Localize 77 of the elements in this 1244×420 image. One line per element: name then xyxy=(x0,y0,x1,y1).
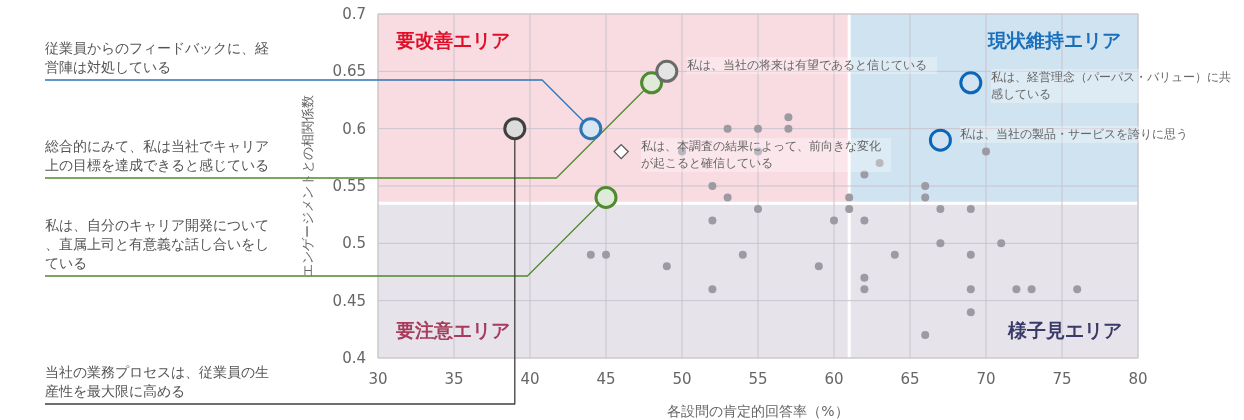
point xyxy=(814,262,823,271)
annotation: 総合的にみて、私は当社でキャリア上の目標を達成できると感じている xyxy=(44,138,269,173)
point xyxy=(959,71,983,95)
point xyxy=(830,216,838,225)
point xyxy=(1073,285,1082,294)
point xyxy=(890,250,899,259)
x-tick-label: 55 xyxy=(748,370,768,388)
x-tick-label: 65 xyxy=(900,370,920,388)
annotation: 従業員からのフィードバックに、経営陣は対処している xyxy=(45,40,269,75)
annotation: 当社の業務プロセスは、従業員の生産性を最大限に高める xyxy=(45,364,269,399)
x-tick-label: 45 xyxy=(596,370,616,388)
x-tick-label: 60 xyxy=(824,370,844,388)
point xyxy=(754,204,762,213)
annotation: 私は、当社の将来は有望であると信じている xyxy=(686,57,937,75)
annotation: 様子見エリア xyxy=(1008,318,1122,343)
point xyxy=(1027,285,1036,294)
point xyxy=(845,193,854,202)
x-tick-label: 35 xyxy=(444,370,464,388)
point xyxy=(936,204,945,213)
point xyxy=(860,170,869,179)
point xyxy=(586,250,595,259)
x-axis-title: 各設問の肯定的回答率（%） xyxy=(667,403,849,419)
x-tick-label: 75 xyxy=(1052,370,1072,388)
x-tick-label: 70 xyxy=(976,370,996,388)
point xyxy=(966,308,975,317)
point xyxy=(594,185,618,209)
point xyxy=(966,250,975,259)
point xyxy=(928,128,952,152)
y-tick-label: 0.4 xyxy=(342,349,366,367)
point xyxy=(738,250,747,259)
x-tick-label: 50 xyxy=(672,370,692,388)
point xyxy=(921,331,930,340)
y-tick-label: 0.65 xyxy=(332,62,366,81)
point xyxy=(754,124,762,133)
annotation: 要注意エリア xyxy=(396,318,510,343)
point xyxy=(708,285,717,294)
point xyxy=(640,71,664,95)
point xyxy=(860,216,869,225)
x-tick-label: 40 xyxy=(520,370,540,388)
y-tick-label: 0.5 xyxy=(342,234,366,253)
point xyxy=(982,147,990,156)
point xyxy=(655,59,679,83)
annotation: 要改善エリア xyxy=(396,28,510,53)
point xyxy=(921,193,930,202)
point xyxy=(613,143,629,160)
point xyxy=(921,182,930,190)
annotation: 私は、自分のキャリア開発について、直属上司と有意義な話し合いをしている xyxy=(45,217,269,271)
point xyxy=(579,117,603,141)
point xyxy=(708,182,717,190)
point xyxy=(503,117,527,141)
point xyxy=(860,285,869,294)
point xyxy=(860,273,869,282)
point xyxy=(875,159,884,168)
y-tick-label: 0.7 xyxy=(342,5,366,23)
y-tick-label: 0.6 xyxy=(342,119,366,138)
point xyxy=(708,216,717,225)
x-tick-label: 80 xyxy=(1128,370,1148,388)
point xyxy=(845,204,854,213)
point xyxy=(966,285,975,294)
point xyxy=(662,262,671,271)
y-tick-label: 0.45 xyxy=(332,291,366,310)
point xyxy=(936,239,945,248)
point xyxy=(602,250,610,259)
y-tick-label: 0.55 xyxy=(332,177,366,195)
point xyxy=(966,204,975,213)
point xyxy=(723,193,732,202)
annotation: 現状維持エリア xyxy=(988,28,1121,53)
point xyxy=(1012,285,1021,294)
point xyxy=(784,113,793,122)
point xyxy=(784,124,793,133)
point xyxy=(997,239,1006,248)
annotation: 私は、経営理念（パーパス・バリュー）に共感している xyxy=(990,68,1240,103)
annotation: 私は、本調査の結果によって、前向きな変化が起こると確信している xyxy=(641,137,892,172)
point xyxy=(723,124,732,133)
y-axis-title: エンゲージメントとの相関係数 xyxy=(300,95,315,277)
x-tick-label: 30 xyxy=(368,370,388,388)
annotation: 私は、当社の製品・サービスを誇りに思う xyxy=(960,126,1211,144)
